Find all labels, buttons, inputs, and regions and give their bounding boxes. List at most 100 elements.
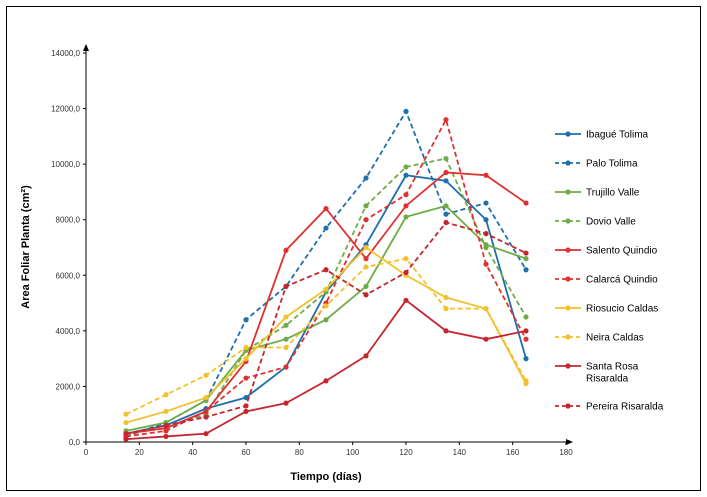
data-point: [243, 344, 249, 351]
x-tick-label: 140: [453, 448, 467, 457]
legend-label: Pereira Risaralda: [586, 402, 664, 413]
legend-label: Trujillo Valle: [586, 188, 640, 199]
legend-swatch-marker: [565, 131, 571, 137]
data-point: [283, 247, 289, 253]
series-8: [123, 297, 529, 442]
data-point: [483, 306, 489, 312]
series-9: [123, 219, 529, 437]
data-point: [523, 356, 529, 362]
legend-item-4: Salento Quindio: [555, 246, 658, 257]
legend-swatch-marker: [565, 305, 571, 311]
leaf-area-line-chart: 0 20 40 60 80 100 120 140 160 180 0,0 2000,0 4000,0 6…: [20, 44, 664, 483]
axes: [83, 44, 573, 445]
data-point: [523, 256, 529, 262]
legend-label: Palo Tolima: [586, 159, 638, 170]
data-point: [443, 211, 449, 217]
legend-item-2: Trujillo Valle: [555, 188, 640, 199]
legend-swatch-marker: [565, 218, 571, 224]
x-tick-label: 40: [188, 448, 197, 457]
data-point: [363, 217, 369, 223]
y-tick-label: 14000,0: [51, 49, 80, 58]
data-point: [283, 344, 289, 351]
data-point: [483, 231, 489, 237]
chart-frame: 0 20 40 60 80 100 120 140 160 180 0,0 2000,0 4000,0 6…: [6, 6, 701, 491]
data-point: [203, 431, 209, 437]
data-point: [483, 336, 489, 342]
data-point: [283, 364, 289, 370]
legend-swatch-marker: [565, 334, 571, 340]
legend-label: Dovio Valle: [586, 217, 636, 228]
data-point: [283, 314, 289, 320]
data-point: [363, 353, 369, 359]
data-point: [523, 200, 529, 206]
data-point: [403, 172, 409, 178]
data-point: [523, 328, 529, 334]
data-point: [243, 317, 249, 323]
legend-label: Ibagué Tolima: [586, 130, 649, 141]
data-point: [523, 250, 529, 256]
data-point: [283, 400, 289, 406]
y-axis-title: Area Foliar Planta (cm²): [20, 185, 32, 309]
data-point: [163, 408, 169, 415]
data-point: [483, 261, 489, 267]
data-point: [403, 256, 409, 262]
data-point: [443, 294, 449, 301]
data-point: [163, 422, 169, 428]
data-point: [363, 256, 369, 262]
x-tick-label: 20: [135, 448, 144, 457]
legend-label: Neira Caldas: [586, 333, 644, 344]
data-point: [403, 269, 409, 276]
data-point: [283, 283, 289, 289]
data-point: [363, 244, 369, 251]
data-point: [523, 314, 529, 320]
data-point: [483, 244, 489, 251]
data-point: [403, 297, 409, 303]
data-point: [203, 414, 209, 420]
y-tick-label: 8000,0: [56, 216, 81, 225]
data-point: [443, 328, 449, 334]
series-7: [123, 256, 529, 417]
data-point: [203, 408, 209, 415]
x-axis-arrow: [566, 439, 573, 445]
y-tick-label: 10000,0: [51, 160, 80, 169]
legend-label: Santa Rosa Risaralda: [586, 362, 639, 385]
x-tick-label: 60: [242, 448, 251, 457]
data-point: [163, 428, 169, 434]
data-point: [123, 436, 129, 442]
legend-label: Calarcá Quindio: [586, 275, 658, 286]
y-tick-label: 2000,0: [56, 382, 81, 391]
x-tick-label: 100: [346, 448, 360, 457]
data-point: [323, 317, 329, 323]
data-point: [363, 264, 369, 270]
data-point: [163, 392, 169, 398]
x-tick-label: 120: [399, 448, 413, 457]
data-point: [243, 403, 249, 409]
legend-swatch-marker: [565, 363, 571, 369]
data-point: [123, 411, 129, 417]
series-3: [123, 155, 529, 437]
data-point: [483, 200, 489, 206]
x-axis-title: Tiempo (días): [290, 471, 362, 483]
data-point: [203, 372, 209, 378]
data-point: [163, 433, 169, 440]
series-line: [125, 117, 527, 438]
data-point: [323, 303, 329, 309]
data-point: [523, 336, 529, 342]
legend-item-1: Palo Tolima: [555, 159, 638, 170]
legend-item-5: Calarcá Quindio: [555, 275, 658, 286]
x-tick-label: 80: [295, 448, 304, 457]
legend-item-0: Ibagué Tolima: [555, 130, 649, 141]
data-point: [403, 164, 409, 170]
legend-swatch-marker: [565, 247, 571, 253]
data-point: [443, 219, 449, 226]
data-point: [243, 375, 249, 381]
data-point: [283, 322, 289, 328]
data-point: [483, 172, 489, 178]
data-point: [443, 169, 449, 176]
data-point: [203, 394, 209, 401]
series-line: [125, 109, 527, 438]
data-point: [363, 203, 369, 209]
legend-label: Salento Quindio: [586, 246, 658, 257]
data-point: [523, 267, 529, 273]
data-point: [403, 214, 409, 220]
